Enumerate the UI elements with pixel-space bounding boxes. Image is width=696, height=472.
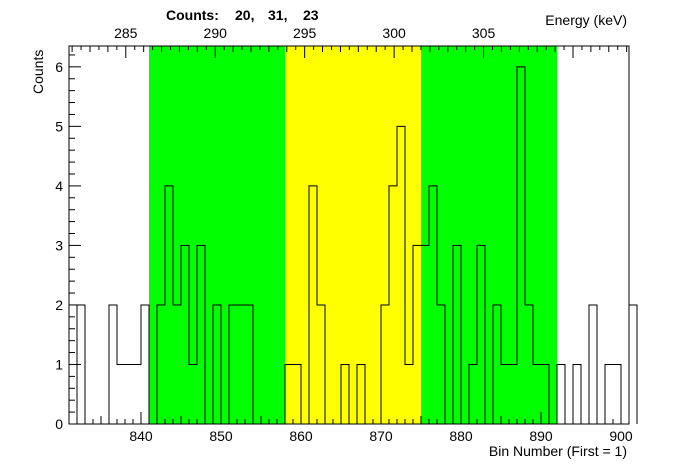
energy-tick-label: 295 [293,25,317,41]
counts-value-center: 31, [268,7,287,23]
y-tick-label: 2 [55,297,63,313]
region-2 [421,46,557,424]
counts-header-label: Counts: [166,7,219,23]
y-tick-label: 5 [55,118,63,134]
x-tick-label: 840 [129,428,153,444]
x-tick-label: 890 [529,428,553,444]
region-1 [285,46,421,424]
x-tick-label: 870 [369,428,393,444]
y-axis: 0 1 2 3 4 5 6 [55,54,81,432]
x-tick-label: 880 [449,428,473,444]
energy-tick-label: 300 [382,25,406,41]
energy-tick-label: 305 [472,25,496,41]
energy-axis: 285 290 295 300 305 [71,25,628,58]
y-tick-label: 0 [55,416,63,432]
y-tick-label: 1 [55,356,63,372]
y-tick-label: 4 [55,178,63,194]
energy-tick-label: 285 [114,25,138,41]
x-tick-label: 860 [289,428,313,444]
counts-value-right: 23 [303,7,319,23]
energy-tick-label: 290 [204,25,228,41]
x-axis-title: Bin Number (First = 1) [489,443,627,459]
y-tick-label: 3 [55,237,63,253]
y-tick-label: 6 [55,59,63,75]
x-tick-label: 900 [609,428,633,444]
x-tick-label: 850 [209,428,233,444]
region-0 [149,46,285,424]
counts-value-left: 20, [235,7,254,23]
y-axis-title: Counts [30,50,46,94]
highlight-regions [149,46,557,424]
x-axis: 840 850 860 870 880 890 900 [68,412,633,444]
x2-axis-title: Energy (keV) [545,12,627,28]
